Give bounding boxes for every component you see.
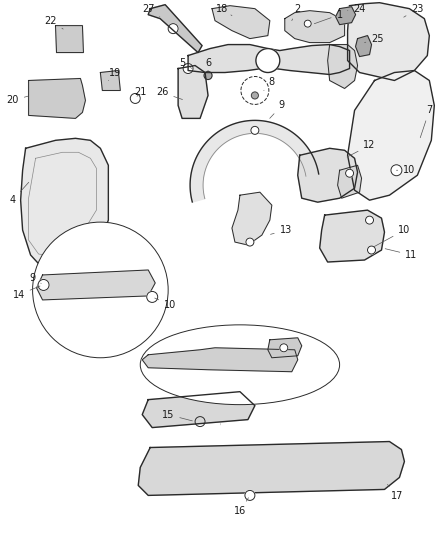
Circle shape [245,490,255,500]
Circle shape [366,216,374,224]
Circle shape [195,417,205,426]
Polygon shape [190,120,319,202]
Circle shape [183,63,193,74]
Text: 17: 17 [388,484,404,502]
Text: 9: 9 [29,273,41,284]
Polygon shape [21,139,108,270]
Text: 27: 27 [142,4,160,17]
Polygon shape [28,78,85,118]
Text: 24: 24 [348,4,366,14]
Polygon shape [298,148,357,202]
Circle shape [32,222,168,358]
Polygon shape [348,70,434,200]
Polygon shape [56,26,83,53]
Polygon shape [178,66,208,118]
Circle shape [304,20,311,27]
Circle shape [147,292,158,302]
Text: 4: 4 [10,182,29,205]
Text: 14: 14 [13,286,40,300]
Circle shape [256,49,280,72]
Text: 21: 21 [134,87,146,98]
Text: 7: 7 [420,106,432,138]
Polygon shape [212,6,270,38]
Text: 19: 19 [108,68,121,80]
Polygon shape [336,7,356,25]
Polygon shape [37,270,155,300]
Polygon shape [142,348,298,372]
Text: 2: 2 [292,4,301,21]
Text: 11: 11 [385,249,417,260]
Polygon shape [232,192,272,245]
Text: 16: 16 [234,498,248,516]
Circle shape [241,77,269,104]
Circle shape [346,169,353,177]
Ellipse shape [140,325,339,405]
Text: 10: 10 [374,225,410,247]
Text: 20: 20 [7,95,28,106]
Polygon shape [188,45,350,75]
Polygon shape [356,36,371,56]
Text: 22: 22 [44,15,63,29]
Circle shape [168,23,178,34]
Text: 6: 6 [205,58,211,72]
Polygon shape [320,210,385,262]
Circle shape [251,92,258,99]
Polygon shape [268,338,302,358]
Polygon shape [148,5,202,53]
Text: 10: 10 [396,165,416,175]
Circle shape [130,93,140,103]
Text: 25: 25 [364,34,384,44]
Text: 5: 5 [179,58,192,69]
Polygon shape [338,165,361,198]
Text: 8: 8 [264,77,275,91]
Circle shape [280,344,288,352]
Polygon shape [285,11,345,43]
Circle shape [251,126,259,134]
Text: 18: 18 [216,4,232,15]
Text: 13: 13 [271,225,292,235]
Polygon shape [348,3,429,80]
Text: 26: 26 [156,87,183,100]
Text: 15: 15 [162,410,192,421]
Polygon shape [142,392,255,427]
Circle shape [204,71,212,79]
Text: 9: 9 [270,100,285,118]
Circle shape [391,165,402,176]
Circle shape [367,246,375,254]
Text: 12: 12 [347,140,376,157]
Circle shape [246,238,254,246]
Text: 1: 1 [314,10,343,23]
Polygon shape [138,441,404,495]
Circle shape [60,253,71,263]
Text: 10: 10 [155,298,176,310]
Polygon shape [328,45,357,88]
Circle shape [38,279,49,290]
Polygon shape [100,70,120,91]
Text: 23: 23 [404,4,424,17]
